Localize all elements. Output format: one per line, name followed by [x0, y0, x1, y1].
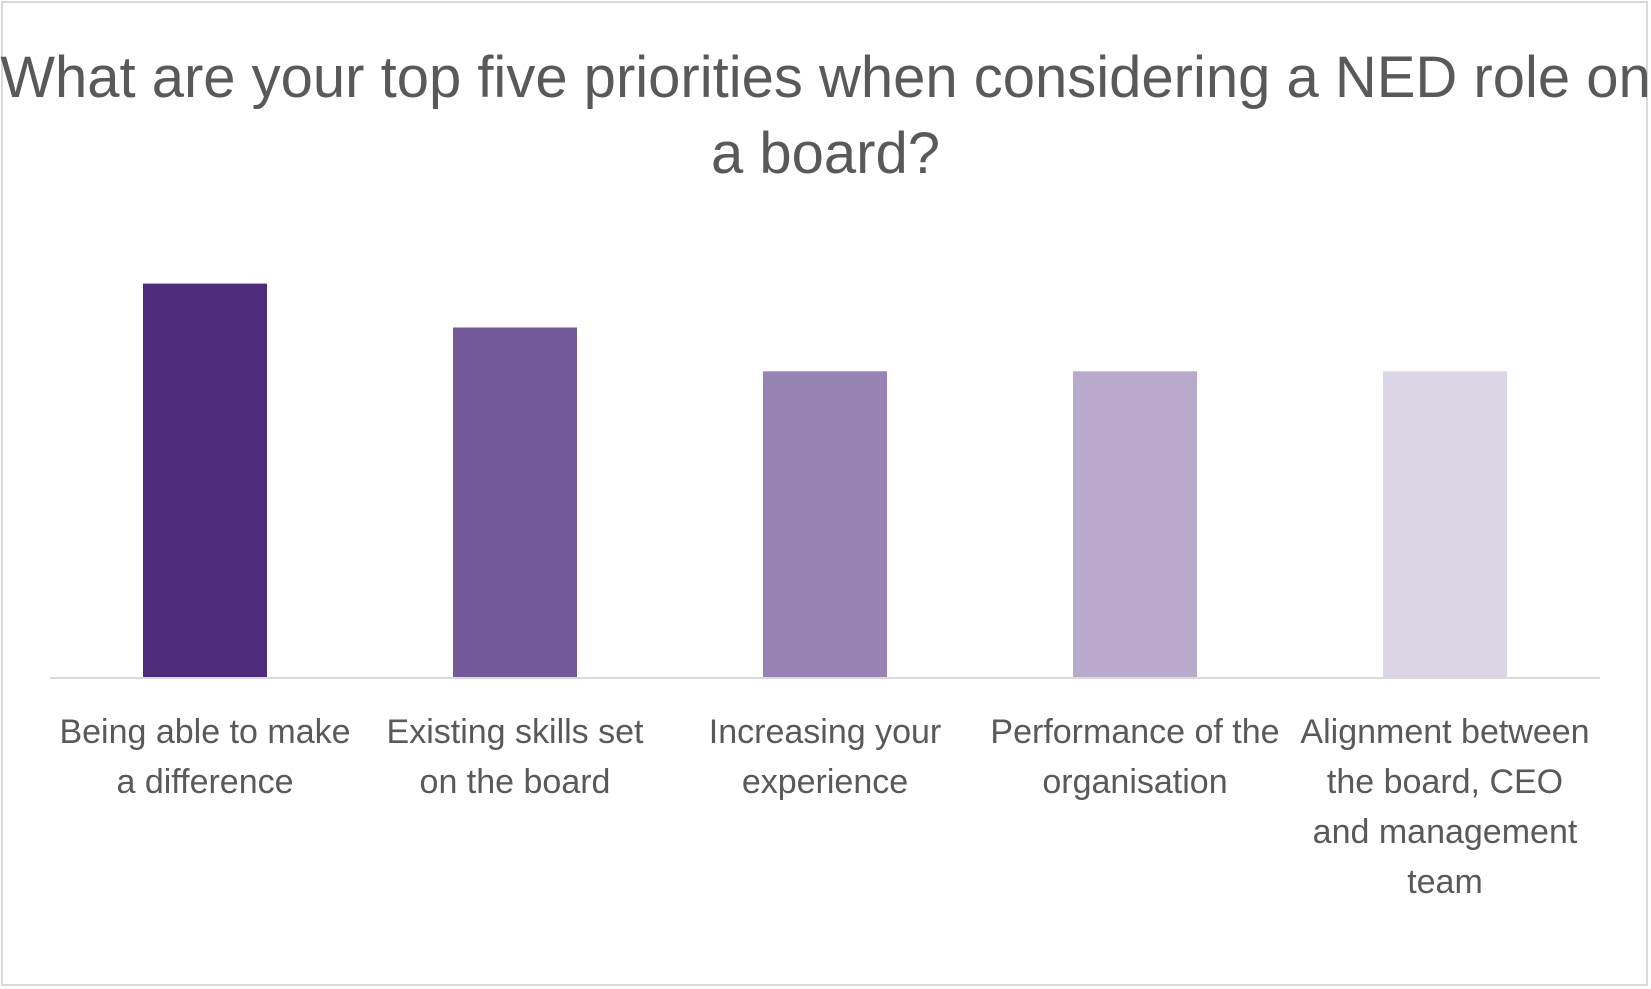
chart-title: What are your top five priorities when c… [0, 45, 1651, 186]
bar-2 [453, 327, 577, 678]
bars-layer [143, 283, 1507, 678]
category-label-4: Performance of the organisation [990, 713, 1280, 801]
category-label-2: Existing skills set on the board [386, 713, 644, 801]
category-label-5: Alignment between the board, CEO and man… [1300, 713, 1590, 901]
bar-1 [143, 283, 267, 678]
bar-3 [763, 371, 887, 678]
bar-4 [1073, 371, 1197, 678]
category-label-3: Increasing your experience [708, 713, 942, 801]
bar-5 [1383, 371, 1507, 678]
category-label-1: Being able to make a difference [59, 713, 351, 801]
